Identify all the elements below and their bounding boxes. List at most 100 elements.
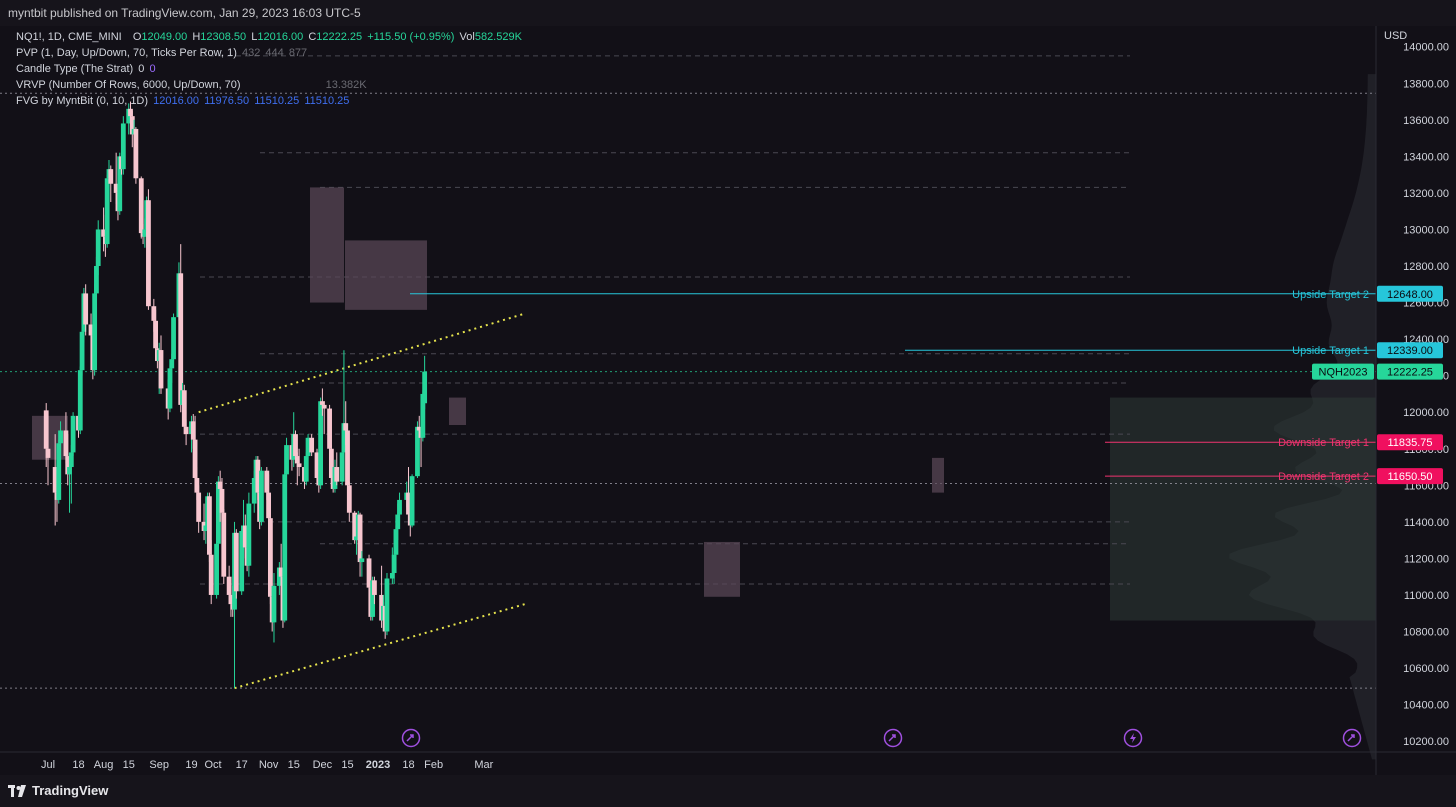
event-icons[interactable] xyxy=(401,728,1362,748)
candle-body xyxy=(104,178,110,245)
candle-body xyxy=(158,350,164,389)
contract-tag-label: NQH2023 xyxy=(1319,367,1368,379)
candle-body xyxy=(318,401,324,486)
candle-body xyxy=(83,293,89,325)
candle-body xyxy=(372,580,377,595)
lightning-event-icon[interactable] xyxy=(1123,728,1143,748)
price-badge-label: 11835.75 xyxy=(1387,437,1432,449)
candle-body xyxy=(267,518,273,597)
y-tick-label: 12800.00 xyxy=(1403,261,1449,273)
candle-body xyxy=(395,514,401,530)
candle-body xyxy=(352,512,358,541)
candle xyxy=(68,445,74,504)
vrvp-legend[interactable]: VRVP (Number Of Rows, 6000, Up/Down, 70)… xyxy=(16,79,369,91)
target-label: Downside Target 1 xyxy=(1278,437,1369,449)
candle xyxy=(246,492,252,577)
candle xyxy=(207,492,212,563)
candle-body xyxy=(196,492,202,522)
open-value: 12049.00 xyxy=(141,31,188,43)
candle-body xyxy=(416,426,422,431)
candle-body xyxy=(129,116,135,135)
fvg-box xyxy=(704,541,740,597)
fvg-value: 11510.25 xyxy=(254,95,300,107)
candle xyxy=(372,576,377,605)
candle xyxy=(321,401,327,435)
candle-body xyxy=(113,183,119,193)
candle-body xyxy=(63,430,69,457)
candle xyxy=(92,284,98,376)
y-axis-currency: USD xyxy=(1384,30,1408,42)
pvp-name[interactable]: PVP (1, Day, Up/Down, 70, Ticks Per Row,… xyxy=(16,47,237,59)
candle-type-value: 0 xyxy=(149,63,156,75)
candle xyxy=(70,412,76,457)
y-tick-label: 13200.00 xyxy=(1403,188,1449,200)
candle xyxy=(214,540,219,599)
y-tick-label: 10600.00 xyxy=(1403,663,1449,675)
brand-name: TradingView xyxy=(32,783,109,798)
candle-body xyxy=(45,448,51,458)
y-tick-label: 11200.00 xyxy=(1404,553,1449,565)
candle xyxy=(239,525,245,595)
candle-body xyxy=(203,525,209,531)
x-tick-label: 17 xyxy=(236,759,248,771)
candle-body xyxy=(278,567,284,577)
event-icon-glyph xyxy=(1347,734,1355,742)
candle-body xyxy=(92,293,98,371)
candle-body xyxy=(246,503,252,566)
fvg-value: 11976.50 xyxy=(204,95,250,107)
forward-event-icon[interactable] xyxy=(401,728,421,748)
target-label: Upside Target 1 xyxy=(1292,345,1369,357)
candle-body xyxy=(339,452,345,482)
candle-body xyxy=(181,390,187,427)
pvp-value: 432 xyxy=(241,47,261,59)
candle-body xyxy=(178,273,184,405)
vrvp-name[interactable]: VRVP (Number Of Rows, 6000, Up/Down, 70) xyxy=(16,79,241,91)
low-label: L xyxy=(251,31,258,43)
candle-body xyxy=(359,558,365,563)
change-value: +115.50 (+0.95%) xyxy=(367,31,455,43)
candle-body xyxy=(264,470,270,493)
candle xyxy=(409,474,415,528)
fvg-value: 11510.25 xyxy=(304,95,350,107)
tradingview-brand[interactable]: TradingView xyxy=(8,783,108,798)
candle-body xyxy=(334,467,340,482)
y-tick-label: 13000.00 xyxy=(1403,224,1449,236)
candle-body xyxy=(52,467,58,493)
candle xyxy=(158,335,164,394)
candle-body xyxy=(65,456,71,475)
symbol-legend[interactable]: NQ1!, 1D, CME_MINI O12049.00 H12308.50 L… xyxy=(16,31,524,43)
candle-body xyxy=(153,320,159,349)
candle-type-name[interactable]: Candle Type (The Strat) xyxy=(16,63,134,75)
y-tick-label: 11000.00 xyxy=(1404,590,1449,602)
candle-body xyxy=(266,492,272,519)
x-tick-label: Jul xyxy=(41,759,55,771)
candle-body xyxy=(167,368,173,409)
candle-body xyxy=(393,529,399,555)
candle-body xyxy=(366,558,372,588)
forward-event-icon[interactable] xyxy=(1342,728,1362,748)
candle-body xyxy=(296,463,302,468)
candle-body xyxy=(169,359,175,369)
candle-body xyxy=(219,488,225,513)
footer-bar: TradingView xyxy=(0,775,1456,807)
event-icon-glyph xyxy=(1130,733,1136,743)
candle-body xyxy=(208,554,214,595)
candle xyxy=(305,434,311,460)
candle xyxy=(95,220,101,276)
candle-body xyxy=(151,306,157,321)
symbol-name[interactable]: NQ1!, 1D, CME_MINI xyxy=(16,31,122,43)
fvg-legend[interactable]: FVG by MyntBit (0, 10, 1D) 12016.00 1197… xyxy=(16,95,351,107)
pvp-value: 444 xyxy=(265,47,284,59)
candle-body xyxy=(251,477,257,504)
forward-event-icon[interactable] xyxy=(883,728,903,748)
pvp-legend[interactable]: PVP (1, Day, Up/Down, 70, Ticks Per Row,… xyxy=(16,47,309,59)
candle-type-legend[interactable]: Candle Type (The Strat) 0 0 xyxy=(16,63,158,75)
candle-body xyxy=(43,410,49,449)
pvp-value: 877 xyxy=(288,47,308,59)
candle xyxy=(56,439,62,504)
publish-info: myntbit published on TradingView.com, Ja… xyxy=(8,6,361,20)
candle-body xyxy=(406,492,411,515)
fvg-name[interactable]: FVG by MyntBit (0, 10, 1D) xyxy=(16,95,149,107)
candle-body xyxy=(138,178,144,234)
